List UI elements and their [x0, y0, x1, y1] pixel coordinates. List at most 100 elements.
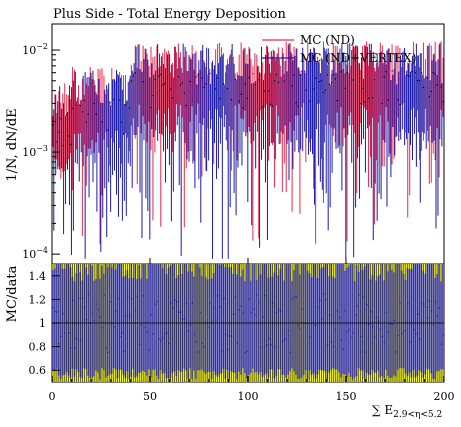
- data-point: [328, 83, 331, 86]
- ratio-point: [293, 296, 295, 298]
- data-point: [291, 85, 293, 87]
- ratio-point: [83, 306, 86, 309]
- ratio-point: [369, 310, 372, 313]
- data-point: [56, 141, 58, 143]
- data-point: [154, 79, 156, 81]
- data-point: [360, 102, 362, 105]
- ratio-point: [352, 331, 354, 334]
- ratio-point: [144, 326, 146, 328]
- data-point: [362, 87, 364, 89]
- ratio-point: [146, 331, 148, 333]
- ratio-point: [171, 307, 174, 309]
- data-point: [273, 79, 276, 82]
- ratio-point: [117, 297, 119, 300]
- data-point: [293, 74, 295, 76]
- ratio-point: [365, 303, 368, 306]
- ratio-point: [377, 320, 380, 323]
- ratio-point: [340, 338, 342, 341]
- data-point: [407, 74, 409, 77]
- data-point: [368, 97, 370, 99]
- ratio-point: [62, 312, 64, 315]
- ratio-point: [54, 310, 56, 313]
- ratio-point: [279, 310, 282, 312]
- ratio-point: [162, 337, 164, 339]
- ratio-point: [430, 310, 433, 312]
- ratio-point: [401, 333, 403, 335]
- data-point: [295, 102, 297, 104]
- ratio-point: [322, 293, 325, 295]
- ratio-point: [150, 313, 152, 316]
- ratio-point: [77, 297, 80, 299]
- ratio-point: [316, 306, 319, 309]
- ratio-point: [397, 334, 399, 337]
- ratio-point: [273, 346, 276, 348]
- data-point: [330, 82, 332, 84]
- x-axis-label-prefix: ∑ E: [372, 403, 393, 417]
- ratio-point: [416, 313, 419, 315]
- ratio-point: [399, 302, 401, 304]
- ratio-point: [350, 336, 352, 339]
- ratio-point: [393, 319, 395, 321]
- ratio-point: [201, 342, 203, 344]
- ratio-point: [213, 307, 215, 310]
- ratio-point: [424, 306, 427, 308]
- ratio-point: [124, 314, 127, 317]
- ratio-point: [285, 338, 288, 340]
- ratio-point: [373, 336, 376, 338]
- x-axis-label: ∑ E2.9<η<5.2: [372, 403, 442, 420]
- ratio-point: [362, 296, 364, 298]
- ratio-point: [338, 316, 340, 319]
- ratio-point: [173, 299, 176, 301]
- data-point: [197, 74, 199, 76]
- data-point: [101, 121, 103, 123]
- ratio-point: [422, 303, 425, 305]
- ratio-point: [85, 318, 88, 321]
- ratio-point: [364, 351, 366, 353]
- ratio-point: [289, 351, 291, 354]
- ratio-point: [189, 324, 191, 327]
- ratio-point: [291, 298, 293, 301]
- data-point: [172, 97, 174, 99]
- ratio-point: [371, 325, 374, 327]
- ratio-point: [199, 312, 201, 314]
- ratio-point: [224, 334, 227, 336]
- ratio-point: [120, 331, 123, 334]
- data-point: [191, 104, 193, 106]
- data-point: [215, 88, 217, 90]
- ratio-point: [66, 321, 68, 323]
- data-point: [262, 106, 264, 108]
- ratio-point: [328, 314, 331, 316]
- data-point: [324, 89, 327, 91]
- data-point: [203, 86, 205, 89]
- x-tick-label: 150: [336, 390, 357, 403]
- ratio-point: [168, 342, 170, 345]
- x-tick-label: 0: [49, 390, 56, 403]
- ratio-point: [387, 331, 389, 333]
- ratio-point: [154, 303, 156, 305]
- ratio-point: [79, 339, 82, 341]
- ratio-point: [136, 296, 139, 298]
- data-point: [58, 131, 60, 133]
- data-point: [226, 87, 229, 90]
- ratio-point: [250, 312, 252, 314]
- data-point: [340, 71, 342, 73]
- y-tick-label-main: 10−3: [22, 144, 48, 159]
- data-point: [79, 105, 82, 107]
- ratio-point: [64, 332, 66, 334]
- data-point: [275, 73, 278, 76]
- data-point: [217, 77, 219, 79]
- ratio-point: [414, 333, 417, 335]
- ratio-point: [420, 301, 423, 304]
- ratio-point: [195, 341, 197, 343]
- ratio-point: [375, 316, 378, 319]
- ratio-point: [283, 339, 286, 341]
- ratio-point: [211, 321, 213, 323]
- data-point: [272, 105, 274, 107]
- data-point: [399, 104, 401, 106]
- data-point: [258, 79, 260, 81]
- ratio-point: [111, 322, 113, 325]
- data-point: [264, 90, 266, 92]
- data-point: [177, 76, 180, 78]
- ratio-point: [391, 323, 393, 325]
- ratio-point: [240, 305, 242, 307]
